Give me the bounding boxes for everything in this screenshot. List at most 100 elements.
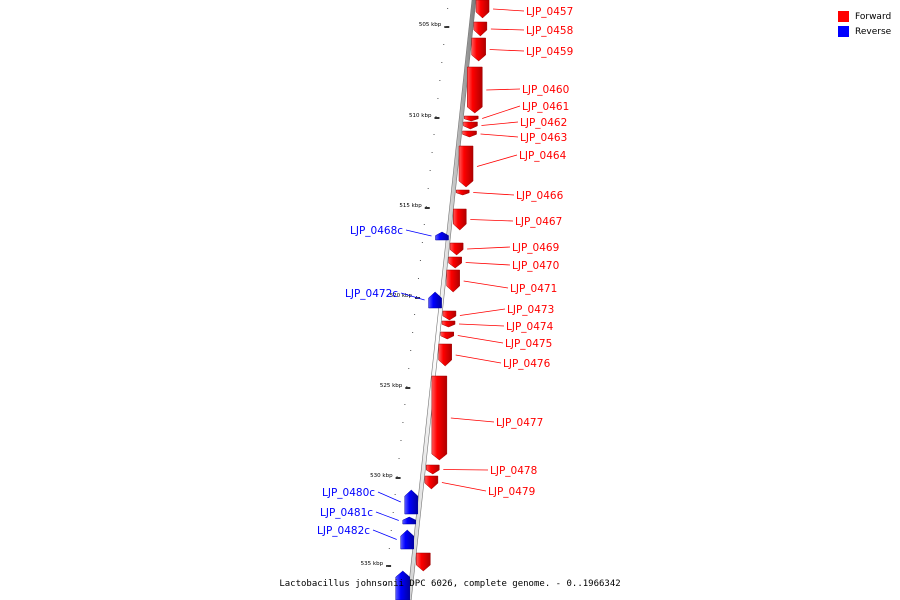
gene-leader-line (476, 154, 518, 167)
forward-gene-arrow[interactable] (441, 320, 456, 328)
gene-leader-line (455, 354, 502, 364)
legend-reverse-label: Reverse (855, 26, 892, 37)
gene-label[interactable]: LJP_0466 (516, 190, 564, 202)
reverse-gene-arrow[interactable] (404, 489, 419, 515)
minor-tick (392, 512, 394, 513)
gene-label[interactable]: LJP_0459 (526, 46, 573, 58)
gene-label[interactable]: LJP_0478 (490, 465, 537, 477)
gene-leader-line (457, 335, 504, 344)
minor-tick (384, 584, 386, 585)
gene-label[interactable]: LJP_0476 (503, 358, 551, 370)
minor-tick (386, 566, 388, 567)
genome-caption: Lactobacillus johnsonii DPC 6026, comple… (279, 579, 621, 589)
gene-label[interactable]: LJP_0457 (526, 6, 573, 18)
gene-label[interactable]: LJP_0474 (506, 321, 554, 333)
forward-gene-arrow[interactable] (448, 256, 462, 269)
forward-gene-arrow[interactable] (463, 121, 478, 130)
forward-gene-arrow[interactable] (453, 208, 467, 231)
reverse-gene-arrow[interactable] (435, 231, 449, 241)
gene-label[interactable]: LJP_0463 (520, 132, 567, 144)
scale-label: 505 kbp (419, 22, 442, 28)
forward-gene-arrow[interactable] (449, 242, 464, 256)
legend-forward: Forward (838, 9, 891, 24)
gene-label[interactable]: LJP_0461 (522, 101, 569, 113)
forward-swatch (838, 11, 849, 22)
forward-gene-arrow[interactable] (424, 475, 439, 490)
gene-label[interactable]: LJP_0477 (496, 417, 543, 429)
minor-tick (425, 206, 427, 207)
minor-tick (435, 116, 437, 117)
forward-gene-arrow[interactable] (446, 269, 460, 293)
gene-label[interactable]: LJP_0480c (322, 487, 375, 499)
forward-gene-arrow[interactable] (431, 375, 448, 461)
minor-tick (398, 458, 400, 459)
forward-gene-arrow[interactable] (467, 66, 483, 114)
forward-gene-arrow[interactable] (438, 343, 452, 367)
reverse-gene-arrow[interactable] (428, 291, 442, 309)
forward-gene-arrow[interactable] (462, 130, 477, 138)
gene-leader-line (441, 482, 487, 492)
gene-label[interactable]: LJP_0467 (515, 216, 562, 228)
minor-tick (447, 8, 449, 9)
gene-label[interactable]: LJP_0473 (507, 304, 554, 316)
gene-label[interactable]: LJP_0479 (488, 486, 535, 498)
forward-gene-arrow[interactable] (455, 189, 470, 196)
gene-leader-line (473, 192, 515, 196)
forward-gene-arrow[interactable] (473, 21, 488, 37)
scale-label: 525 kbp (380, 383, 403, 389)
minor-tick (400, 440, 402, 441)
minor-tick (445, 26, 447, 27)
gene-label[interactable]: LJP_0460 (522, 84, 569, 96)
gene-label[interactable]: LJP_0482c (317, 525, 370, 537)
forward-gene-arrow[interactable] (463, 115, 479, 122)
gene-leader-line (465, 262, 511, 266)
forward-gene-arrow[interactable] (440, 331, 455, 340)
gene-label[interactable]: LJP_0475 (505, 338, 552, 350)
gene-leader-line (372, 529, 397, 540)
gene-label[interactable]: LJP_0472c (345, 288, 398, 300)
forward-gene-arrow[interactable] (442, 310, 457, 321)
gene-label[interactable]: LJP_0462 (520, 117, 567, 129)
forward-gene-arrow[interactable] (471, 37, 486, 62)
reverse-swatch (838, 26, 849, 37)
minor-tick (388, 548, 390, 549)
minor-tick (402, 422, 404, 423)
gene-leader-line (482, 105, 521, 119)
gene-leader-line (490, 28, 525, 31)
forward-gene-arrow[interactable] (458, 145, 474, 188)
reverse-gene-arrow[interactable] (400, 529, 414, 550)
reverse-gene-arrow[interactable] (395, 570, 411, 600)
scale-label: 520 kbp (390, 293, 413, 299)
gene-label[interactable]: LJP_0468c (350, 225, 403, 237)
scale-label: 535 kbp (361, 561, 384, 567)
minor-tick (423, 224, 425, 225)
gene-leader-line (480, 133, 519, 138)
minor-tick (437, 98, 439, 99)
gene-leader-line (459, 308, 506, 316)
gene-label[interactable]: LJP_0481c (320, 507, 373, 519)
gene-leader-line (489, 49, 525, 52)
minor-tick (429, 170, 431, 171)
gene-label[interactable]: LJP_0464 (519, 150, 567, 162)
forward-gene-arrow[interactable] (475, 0, 490, 19)
minor-tick (427, 188, 429, 189)
minor-tick (396, 476, 398, 477)
gene-leader-line (375, 511, 399, 521)
gene-label[interactable]: LJP_0458 (526, 25, 573, 37)
minor-tick (404, 404, 406, 405)
gene-label[interactable]: LJP_0469 (512, 242, 559, 254)
forward-gene-arrow[interactable] (416, 552, 431, 572)
minor-tick (439, 80, 441, 81)
legend: Forward Reverse (838, 9, 891, 39)
forward-gene-arrow[interactable] (426, 464, 440, 475)
reverse-gene-arrow[interactable] (402, 516, 417, 525)
gene-label[interactable]: LJP_0471 (510, 283, 557, 295)
minor-tick (421, 242, 423, 243)
minor-tick (433, 134, 435, 135)
gene-label[interactable]: LJP_0470 (512, 260, 559, 272)
minor-tick (431, 152, 433, 153)
minor-tick (406, 386, 408, 387)
gene-leader-line (443, 469, 489, 471)
minor-tick (410, 350, 412, 351)
